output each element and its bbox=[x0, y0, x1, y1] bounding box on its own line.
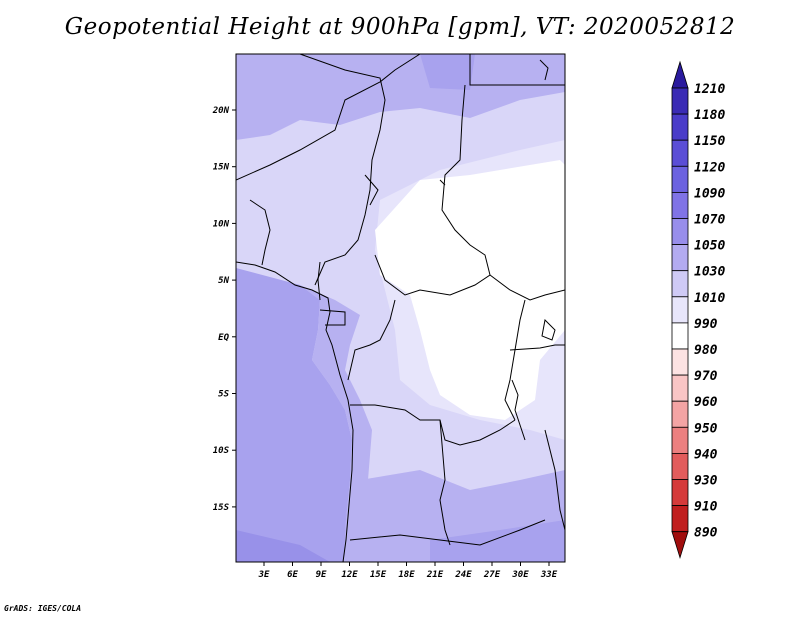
height-field bbox=[236, 54, 565, 562]
border-line bbox=[544, 429, 565, 531]
colorbar-top-arrow bbox=[671, 60, 689, 89]
colorbar-swatch bbox=[671, 244, 689, 272]
colorbar-swatch bbox=[671, 139, 689, 167]
colorbar-swatch bbox=[671, 400, 689, 428]
lat-tick-label: 5N bbox=[218, 276, 229, 286]
border-line bbox=[299, 54, 386, 286]
colorbar-swatch bbox=[671, 296, 689, 324]
colorbar-level-label: 950 bbox=[694, 421, 718, 436]
colorbar-level-label: 980 bbox=[694, 343, 718, 358]
low-height-core bbox=[375, 160, 565, 420]
border-line bbox=[364, 174, 379, 206]
ocean-region bbox=[236, 268, 352, 562]
lon-tick-label: 3E bbox=[258, 570, 270, 580]
lat-tick-label: 15S bbox=[213, 503, 230, 513]
country-borders bbox=[236, 54, 565, 562]
colorbar-level-label: 970 bbox=[694, 369, 718, 384]
border-line bbox=[374, 84, 491, 296]
colorbar-swatch bbox=[671, 374, 689, 402]
lon-tick-label: 18E bbox=[398, 570, 415, 580]
latitude-axis: 20N 15N 10N 5N EQ 5S 10S 15S bbox=[212, 106, 236, 513]
colorbar-swatch bbox=[671, 426, 689, 454]
lon-tick-label: 15E bbox=[370, 570, 387, 580]
colorbar-swatch bbox=[671, 87, 689, 115]
north-high-band bbox=[236, 54, 565, 140]
lake-outline bbox=[541, 318, 556, 341]
colorbar-level-label: 1180 bbox=[694, 108, 725, 123]
border-line bbox=[319, 309, 346, 326]
lat-tick-label: 15N bbox=[213, 163, 230, 173]
border-line bbox=[489, 274, 565, 301]
lon-tick-label: 6E bbox=[287, 570, 298, 580]
border-line bbox=[350, 404, 516, 446]
colorbar-swatch bbox=[671, 479, 689, 507]
colorbar-level-label: 940 bbox=[694, 447, 718, 462]
border-line bbox=[439, 179, 446, 186]
colorbar-level-label: 1070 bbox=[694, 213, 725, 228]
colorbar-level-label: 1050 bbox=[694, 239, 725, 254]
lon-tick-label: 33E bbox=[540, 570, 558, 580]
colorbar-swatch bbox=[671, 191, 689, 219]
colorbar-level-label: 1090 bbox=[694, 186, 725, 201]
lon-tick-label: 24E bbox=[454, 570, 472, 580]
southeast-deep-patch bbox=[430, 520, 565, 562]
border-line bbox=[469, 54, 565, 86]
colorbar-level-label: 890 bbox=[694, 526, 718, 541]
coastline bbox=[236, 261, 354, 562]
lat-tick-label: 5S bbox=[218, 390, 229, 400]
border-line bbox=[509, 344, 565, 351]
colorbar-level-label: 1010 bbox=[694, 291, 725, 306]
colorbar-level-label: 1120 bbox=[694, 160, 725, 175]
colorbar-swatch bbox=[671, 348, 689, 376]
colorbar-level-label: 1150 bbox=[694, 134, 725, 149]
border-line bbox=[317, 261, 321, 301]
colorbar-level-label: 910 bbox=[694, 500, 718, 515]
colorbar-swatch bbox=[671, 505, 689, 533]
border-line bbox=[539, 59, 549, 81]
border-line bbox=[439, 419, 451, 546]
colorbar-level-label: 990 bbox=[694, 317, 718, 332]
lon-tick-label: 9E bbox=[316, 570, 327, 580]
colorbar-level-label: 1210 bbox=[694, 82, 725, 97]
border-line bbox=[349, 519, 546, 546]
lon-tick-label: 12E bbox=[341, 570, 358, 580]
lake-outline bbox=[511, 379, 526, 441]
lat-tick-label: 10N bbox=[213, 219, 230, 229]
lon-tick-label: 30E bbox=[511, 570, 529, 580]
border-line bbox=[236, 54, 421, 181]
border-line bbox=[249, 199, 271, 266]
map-frame bbox=[235, 53, 566, 563]
credit-label: GrADS: IGES/COLA bbox=[4, 604, 82, 613]
lon-tick-label: 27E bbox=[483, 570, 501, 580]
border-line bbox=[347, 299, 396, 381]
lat-tick-label: 20N bbox=[212, 106, 230, 116]
south-deep-patch bbox=[236, 530, 330, 562]
colorbar-swatch bbox=[671, 165, 689, 193]
colorbar-swatch bbox=[671, 270, 689, 298]
north-deep-patch bbox=[420, 54, 475, 90]
lat-tick-label: 10S bbox=[213, 446, 230, 456]
colorbar-bottom-arrow bbox=[671, 531, 689, 560]
border-line bbox=[504, 299, 526, 421]
colorbar-level-label: 1030 bbox=[694, 265, 725, 280]
colorbar-swatch bbox=[671, 218, 689, 246]
colorbar: 1210 1180 1150 1120 1090 1070 1050 1030 1010 990 9… bbox=[671, 60, 725, 560]
map-title: Geopotential Height at 900hPa [gpm], VT:… bbox=[64, 14, 736, 40]
colorbar-level-label: 960 bbox=[694, 395, 718, 410]
longitude-axis: 3E 6E 9E 12E 15E 18E 21E 24E 27E 30E 33E bbox=[258, 562, 558, 580]
colorbar-swatch bbox=[671, 452, 689, 480]
colorbar-level-label: 930 bbox=[694, 474, 718, 489]
lat-tick-label: EQ bbox=[218, 333, 229, 343]
coastal-band bbox=[300, 285, 372, 562]
colorbar-swatch bbox=[671, 322, 689, 350]
lon-tick-label: 21E bbox=[426, 570, 444, 580]
colorbar-swatch bbox=[671, 113, 689, 141]
